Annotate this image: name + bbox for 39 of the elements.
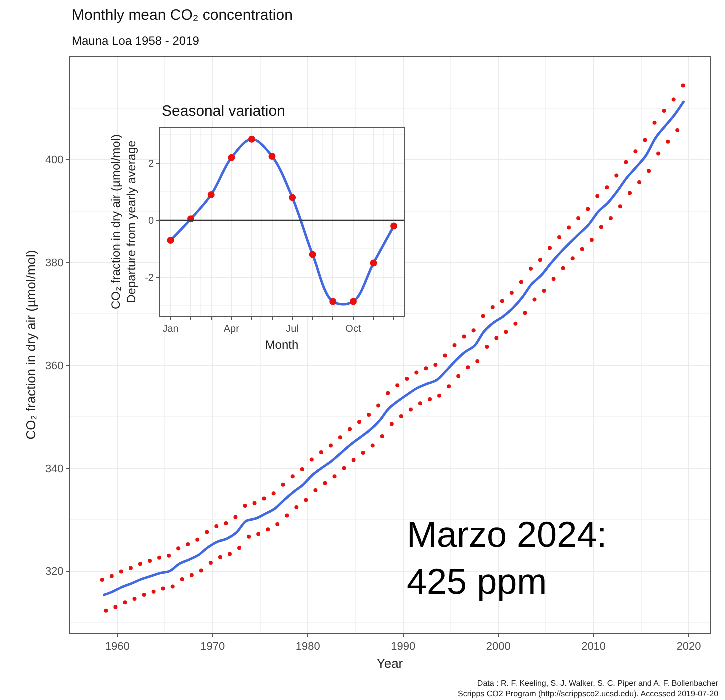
- point: [390, 222, 398, 230]
- chart-title: Seasonal variation: [162, 103, 286, 120]
- x-tick-label: Oct: [346, 324, 362, 335]
- x-tick-label: Jan: [162, 324, 179, 335]
- y-tick-label: 320: [45, 566, 64, 578]
- y-tick-label: 0: [148, 216, 154, 228]
- point: [309, 251, 316, 258]
- x-axis-title: Month: [265, 338, 299, 352]
- point: [350, 298, 357, 306]
- text: Data : R. F. Keeling, S. J. Walker, S. C. Piper and A. F. Bollenbacher Scripps CO2 Program (http://scrippsco2.ucsd.edu). Accessed 2019-07-20: [458, 679, 720, 698]
- x-tick-label: Jul: [286, 324, 299, 335]
- point: [167, 237, 174, 244]
- chart-title: Monthly mean CO₂ concentration: [72, 7, 293, 24]
- point: [268, 152, 276, 160]
- point: [248, 136, 256, 143]
- y-tick-label: 400: [45, 154, 64, 167]
- point: [289, 194, 296, 202]
- y-tick-label: 360: [45, 360, 64, 372]
- point: [370, 260, 378, 267]
- x-tick-label: Apr: [224, 324, 240, 335]
- x-tick-label: 2020: [676, 641, 702, 654]
- x-tick-label: 1990: [391, 641, 416, 654]
- y-tick-label: -2: [145, 273, 154, 284]
- point: [208, 191, 215, 198]
- x-tick-label: 1970: [200, 641, 226, 654]
- y-axis-title: CO₂ fraction in dry air (µmol/mol) Departure from yearly average: [108, 134, 138, 310]
- y-tick-label: 2: [148, 159, 154, 170]
- annotation: Marzo 2024: 425 ppm: [407, 514, 608, 602]
- x-tick-label: 1960: [105, 641, 130, 654]
- x-tick-label: 2010: [582, 641, 606, 654]
- point: [228, 154, 236, 162]
- x-tick-label: 2000: [486, 641, 511, 654]
- y-tick-label: 380: [45, 258, 64, 270]
- x-axis-title: Year: [376, 656, 404, 671]
- point: [330, 298, 337, 306]
- y-tick-label: 340: [45, 463, 64, 476]
- x-tick-label: 1980: [296, 641, 320, 654]
- chart-subtitle: Mauna Loa 1958 - 2019: [72, 34, 200, 48]
- y-axis-title: CO₂ fraction in dry air (µmol/mol): [23, 250, 38, 440]
